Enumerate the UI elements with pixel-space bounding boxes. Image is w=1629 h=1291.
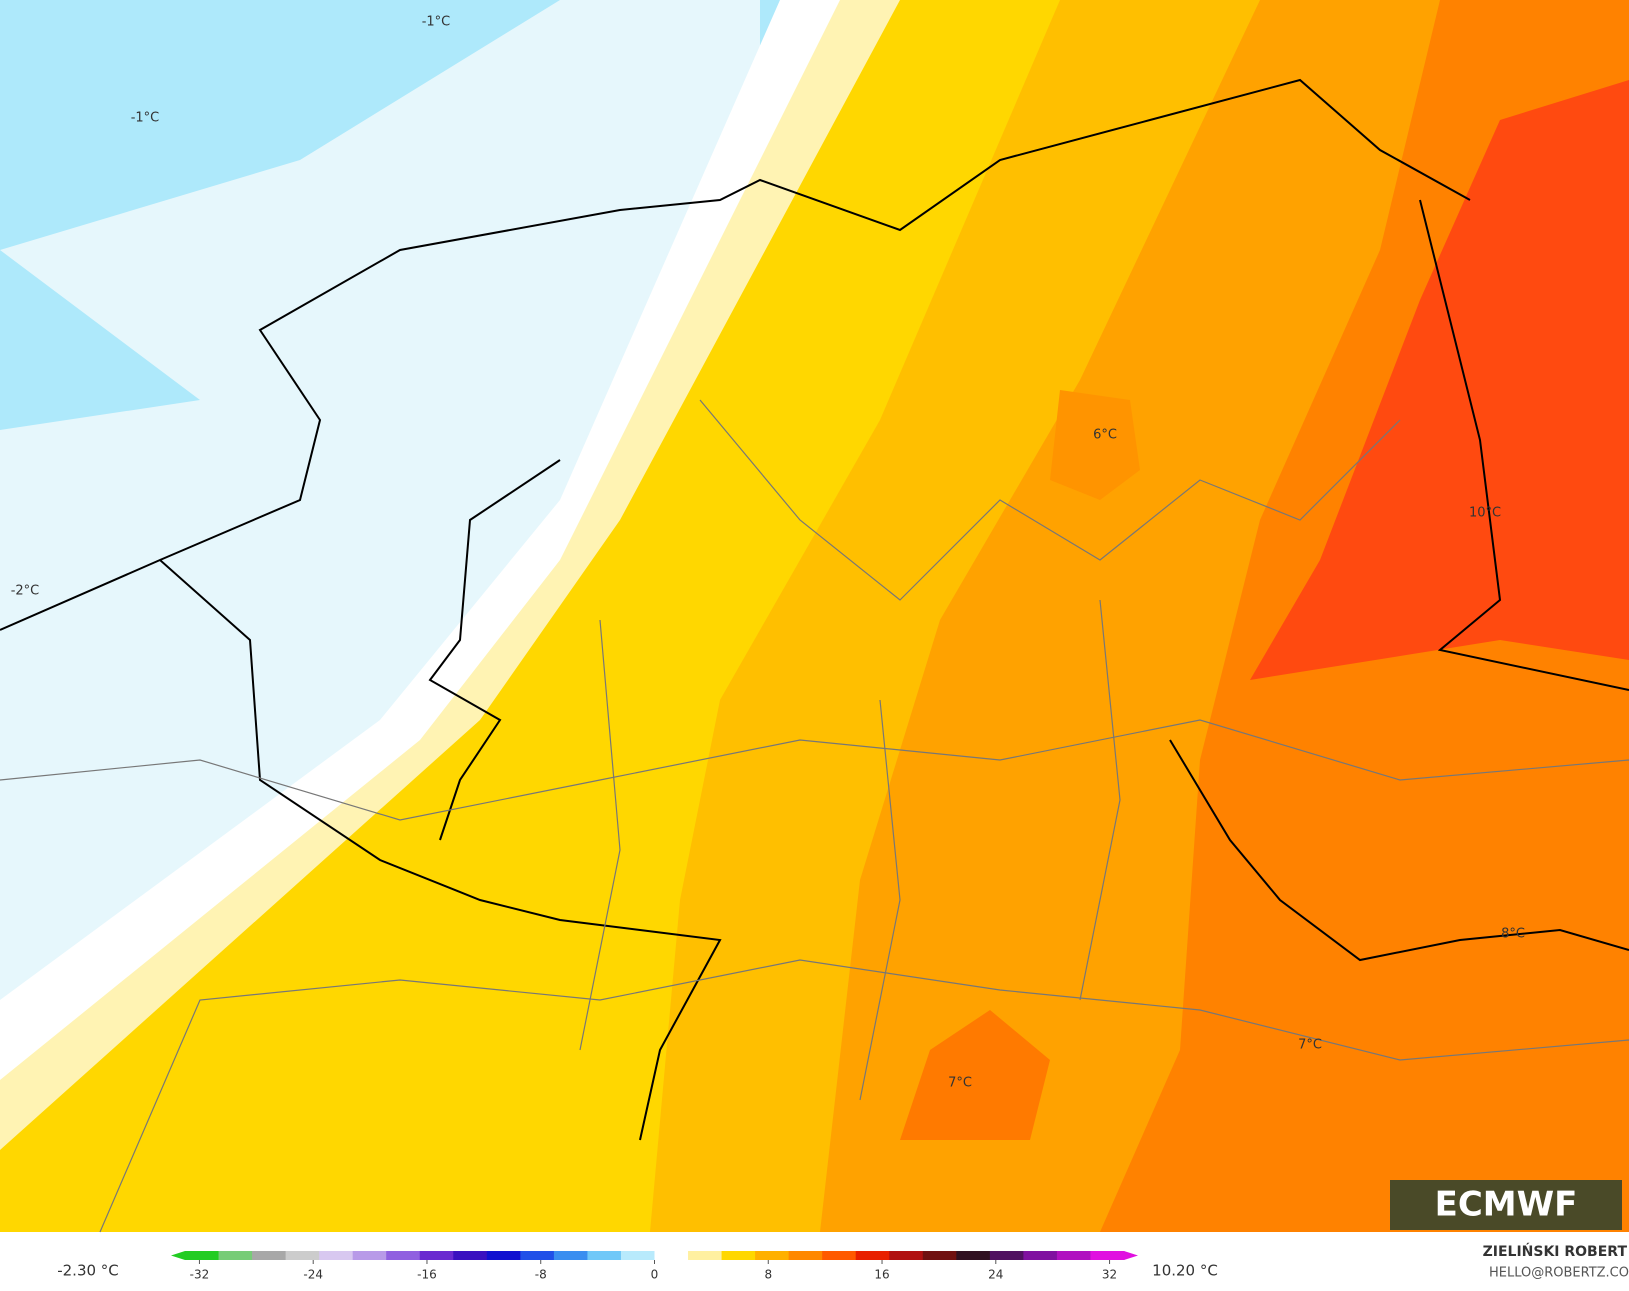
colorbar-tick-label: 24: [988, 1268, 1003, 1282]
isotherm-label: 6°C: [1093, 428, 1117, 443]
colorbar-arrow: [1124, 1251, 1138, 1260]
colorbar-segment: [352, 1251, 387, 1260]
colorbar-segment: [654, 1251, 689, 1260]
coastline: [159, 78, 1471, 561]
colorbar-segment: [721, 1251, 756, 1260]
colorbar-segment: [688, 1251, 723, 1260]
colorbar-segment: [1023, 1251, 1058, 1260]
colorbar-tick-label: 32: [1102, 1268, 1117, 1282]
colorbar-segment: [520, 1251, 555, 1260]
colorbar-segment: [319, 1251, 354, 1260]
colorbar-segment: [553, 1251, 588, 1260]
colorbar-segment: [855, 1251, 890, 1260]
colorbar-segment: [285, 1251, 320, 1260]
logo: ECMWF: [1435, 1185, 1578, 1225]
border: [699, 399, 1401, 601]
isotherm-label: -2°C: [11, 584, 40, 599]
isotherm-label: 7°C: [948, 1076, 972, 1091]
author-email: HELLO@ROBERTZ.CO: [1489, 1266, 1629, 1281]
colorbar-segment: [252, 1251, 287, 1260]
blob: [1050, 390, 1140, 500]
regional-borders: [0, 399, 1629, 1233]
colorbar-tick-label: 16: [874, 1268, 889, 1282]
colorbar-segment: [956, 1251, 991, 1260]
colorbar-segment: [620, 1251, 655, 1260]
colorbar-tick-label: 8: [764, 1268, 772, 1282]
isotherm-label: 8°C: [1501, 927, 1525, 942]
temperature-field: [0, 0, 1629, 1232]
border: [1169, 739, 1629, 962]
colorbar-segment: [386, 1251, 421, 1260]
colorbar-segment: [1056, 1251, 1091, 1260]
colorbar-tick-label: -16: [417, 1268, 437, 1282]
colorbar-segment: [889, 1251, 924, 1260]
colorbar-arrow: [171, 1251, 185, 1260]
colorbar-tick-label: -32: [190, 1268, 210, 1282]
colorbar-segment: [587, 1251, 622, 1260]
colorbar-segment: [1090, 1251, 1125, 1260]
border: [428, 459, 561, 841]
border: [99, 959, 1629, 1233]
colorbar-segment: [922, 1251, 957, 1260]
colorbar-segment: [788, 1251, 823, 1260]
coastlines: [0, 78, 1629, 1141]
colorbar-segment: [755, 1251, 790, 1260]
colorbar-segment: [218, 1251, 253, 1260]
logo-box: [1390, 1180, 1622, 1230]
isotherm-label: -1°C: [131, 111, 160, 126]
colorbar-segment: [419, 1251, 454, 1260]
isotherm-label: 7°C: [1298, 1038, 1322, 1053]
border: [1419, 199, 1629, 691]
max-value: 10.20 °C: [1152, 1262, 1218, 1280]
min-value: -2.30 °C: [57, 1262, 119, 1280]
colorbar-segment: [486, 1251, 521, 1260]
colorbar-tick-label: 0: [651, 1268, 659, 1282]
border: [0, 558, 722, 1141]
border: [0, 719, 1629, 821]
border: [579, 599, 1121, 1101]
author-name: ZIELIŃSKI ROBERT: [1483, 1242, 1628, 1260]
colorbar-segment: [989, 1251, 1024, 1260]
colorbar-tick-label: -8: [535, 1268, 547, 1282]
colorbar-tick-label: -24: [303, 1268, 323, 1282]
colorbar-segment: [185, 1251, 220, 1260]
colorbar-segment: [822, 1251, 857, 1260]
blob: [900, 1010, 1050, 1140]
colorbar-segment: [453, 1251, 488, 1260]
isotherm-label: 10°C: [1469, 506, 1501, 521]
isotherm-label: -1°C: [422, 15, 451, 30]
band-red: [1250, 80, 1629, 680]
